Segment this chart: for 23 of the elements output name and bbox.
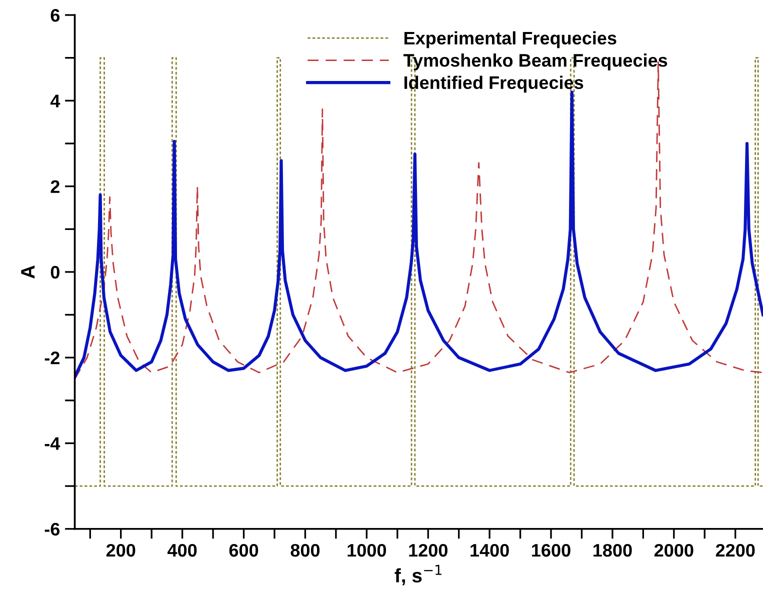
x-tick-label: 400 — [168, 544, 197, 557]
legend-label: Tymoshenko Beam Frequecies — [403, 54, 668, 70]
y-tick-label: -2 — [44, 352, 60, 364]
y-tick-label: 0 — [50, 266, 60, 279]
x-tick-label: 600 — [229, 544, 258, 557]
y-tick-label: -4 — [44, 437, 60, 450]
legend-label: Identified Frequecies — [404, 76, 584, 93]
x-tick-label: 1200 — [409, 544, 448, 557]
x-tick-label: 1000 — [348, 544, 386, 557]
x-tick-label: 1400 — [470, 544, 509, 557]
x-tick-label: 200 — [106, 544, 136, 557]
x-tick-label: 800 — [290, 544, 320, 557]
x-tick-label: 2200 — [716, 544, 755, 557]
x-axis-title: f, s$^{−1}$ — [394, 564, 442, 586]
y-tick-label: 2 — [50, 180, 60, 193]
y-tick-label: 6 — [50, 8, 60, 22]
y-tick-label: 4 — [50, 94, 60, 108]
x-tick-label: 2000 — [654, 544, 694, 557]
y-axis-title: A — [21, 265, 35, 278]
legend-label: Experimental Frequecies — [404, 31, 616, 48]
x-tick-label: 1800 — [594, 544, 632, 557]
x-tick-label: 1600 — [532, 544, 570, 557]
y-tick-label: -6 — [44, 522, 60, 536]
